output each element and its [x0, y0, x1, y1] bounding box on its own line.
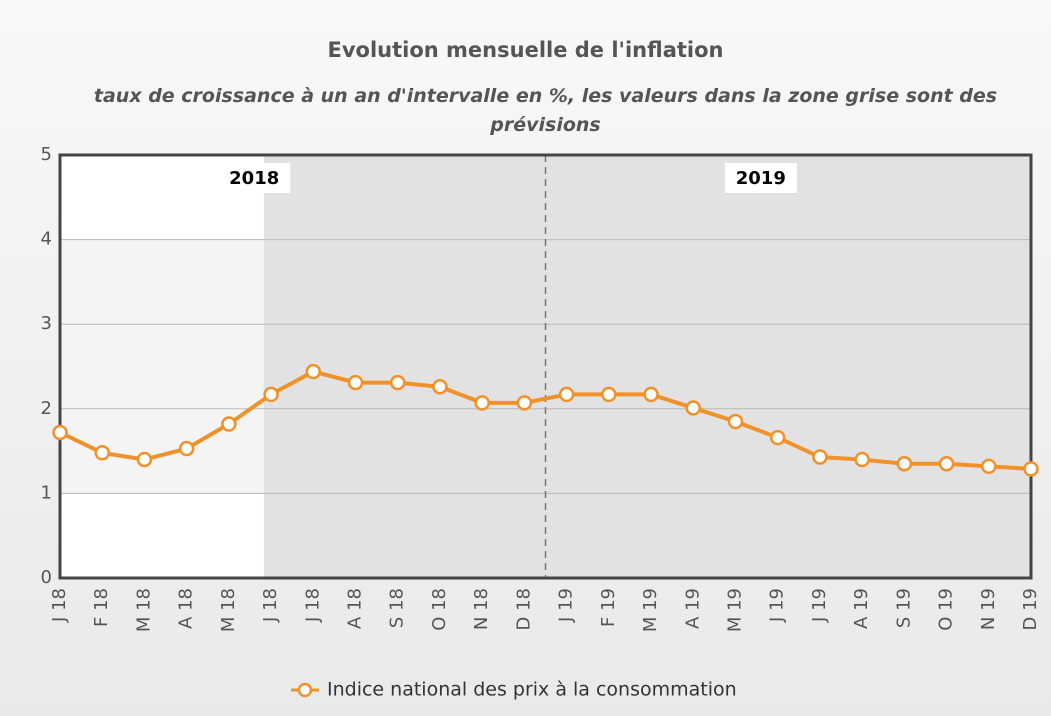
x-tick-label: F 18	[91, 588, 112, 627]
x-tick-label: S 19	[893, 588, 914, 628]
point	[938, 456, 955, 472]
x-tick-label: J 19	[767, 588, 788, 623]
legend-marker	[297, 682, 313, 698]
point	[432, 379, 448, 395]
point	[727, 413, 744, 430]
point	[389, 374, 406, 391]
x-tick-label: O 19	[936, 588, 957, 631]
x-tick-label: D 19	[1020, 588, 1041, 631]
y-tick-label: 3	[41, 313, 52, 334]
point	[769, 429, 786, 446]
x-tick-label: M 19	[640, 588, 661, 632]
point	[347, 374, 364, 391]
point	[1023, 461, 1039, 477]
y-tick-label: 4	[41, 229, 52, 250]
x-tick-label: A 19	[682, 588, 703, 629]
annotation-box	[218, 163, 291, 193]
x-tick-label: A 19	[851, 588, 872, 629]
y-tick-label: 0	[41, 567, 52, 588]
point	[854, 451, 870, 468]
point	[516, 395, 533, 411]
forecast-zone	[263, 155, 1031, 578]
x-tick-label: M 19	[724, 588, 745, 632]
x-tick-label: O 18	[429, 588, 450, 631]
point	[812, 449, 828, 465]
x-tick-label: M 18	[133, 588, 154, 632]
x-tick-label: F 19	[598, 588, 619, 627]
x-tick-label: J 19	[556, 588, 577, 623]
annotation: 2018	[229, 168, 279, 189]
point	[221, 416, 237, 432]
x-tick-label: J 18	[260, 588, 281, 623]
x-tick-label: J 18	[49, 588, 70, 623]
annotation-box	[724, 163, 797, 193]
x-tick-label: A 18	[176, 588, 197, 629]
point	[474, 395, 490, 411]
chart-subtitle: taux de croissance à un an d'intervalle …	[93, 85, 998, 136]
point	[263, 386, 279, 403]
point	[94, 445, 110, 461]
point	[685, 400, 702, 416]
point	[981, 458, 997, 475]
point	[601, 386, 617, 403]
x-tick-label: S 18	[387, 588, 408, 628]
point	[305, 363, 322, 380]
x-tick-label: D 18	[513, 588, 534, 631]
legend-label: Indice national des prix à la consommati…	[327, 679, 737, 701]
x-tick-label: N 19	[978, 588, 999, 630]
x-tick-label: N 18	[471, 588, 492, 630]
y-tick-label: 2	[41, 398, 52, 419]
x-tick-label: M 18	[218, 588, 239, 632]
point	[136, 451, 153, 468]
x-tick-label: J 18	[302, 588, 323, 623]
x-tick-label: A 18	[345, 588, 366, 629]
annotation: 2019	[736, 168, 786, 189]
point	[558, 386, 575, 403]
plot-border	[58, 153, 1033, 580]
chart-title: Evolution mensuelle de l'inflation	[327, 38, 724, 62]
point	[643, 386, 659, 403]
x-tick-label: J 19	[809, 588, 830, 623]
point	[896, 456, 913, 472]
y-tick-label: 5	[41, 144, 52, 165]
point	[178, 440, 195, 457]
point	[52, 424, 68, 441]
y-tick-label: 1	[41, 482, 52, 503]
